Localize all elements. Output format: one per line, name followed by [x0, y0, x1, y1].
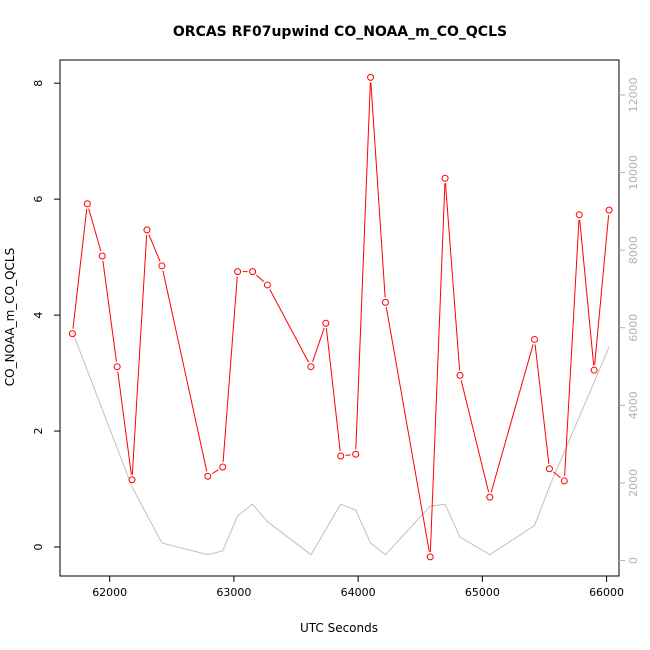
series-segment	[269, 289, 310, 363]
series-segment	[460, 380, 490, 493]
data-point	[219, 463, 227, 471]
series-segment	[148, 234, 161, 262]
data-point	[234, 268, 242, 276]
data-point	[352, 450, 360, 458]
data-point	[337, 452, 345, 460]
data-point	[590, 366, 598, 374]
plot-area	[59, 59, 620, 577]
data-point	[98, 252, 106, 260]
series-left-axis	[68, 73, 613, 561]
x-tick-label: 65000	[465, 586, 500, 599]
chart-title: ORCAS RF07upwind CO_NOAA_m_CO_QCLS	[173, 24, 507, 40]
plot-frame	[59, 59, 620, 577]
y2-tick-label: 12000	[627, 77, 640, 112]
data-point	[560, 477, 568, 485]
x-tick-label: 63000	[216, 586, 251, 599]
series-segment	[312, 327, 325, 363]
series-segment	[490, 344, 534, 493]
y2-tick-label: 0	[627, 557, 640, 564]
series-segment	[162, 270, 208, 472]
y-tick-label: 8	[32, 80, 45, 87]
x-tick-label: 62000	[92, 586, 127, 599]
series-segment	[552, 471, 561, 479]
data-point	[486, 493, 494, 501]
y2-tick-label: 10000	[627, 155, 640, 190]
series-segment	[579, 219, 595, 366]
series-segment	[355, 82, 371, 450]
series-segment	[211, 469, 219, 475]
data-point	[381, 298, 389, 306]
data-point	[441, 174, 449, 182]
series-segment	[385, 307, 430, 553]
series-segment	[564, 219, 580, 476]
y2-tick-label: 4000	[627, 391, 640, 419]
series-segment	[255, 274, 265, 282]
y-tick-label: 2	[32, 428, 45, 435]
data-point	[575, 211, 583, 219]
data-point	[322, 319, 330, 327]
y2-tick-label: 2000	[627, 469, 640, 497]
x-axis-label: UTC Seconds	[300, 621, 378, 635]
data-point	[531, 335, 539, 343]
series-segment	[594, 215, 610, 366]
y-axis-label: CO_NOAA_m_CO_QCLS	[3, 248, 17, 386]
series-segment	[429, 183, 446, 552]
x-axis: 62000 63000 64000 65000 66000	[92, 576, 624, 599]
data-point	[158, 262, 166, 270]
series-segment	[88, 208, 102, 252]
y-axis-right: 0 2000 4000 6000 8000 10000 12000	[619, 77, 640, 564]
data-point	[128, 476, 136, 484]
y-tick-label: 6	[32, 196, 45, 203]
x-tick-label: 66000	[589, 586, 624, 599]
series-segment	[222, 276, 238, 463]
data-point	[367, 73, 375, 81]
series-segment	[345, 454, 351, 456]
y-tick-label: 0	[32, 544, 45, 551]
series-segment	[117, 371, 132, 475]
data-point	[68, 330, 76, 338]
series-segment	[444, 183, 461, 371]
data-point	[143, 226, 151, 234]
series-segment	[534, 344, 550, 464]
data-point	[426, 553, 434, 561]
y-axis-left: 0 2 4 6 8	[32, 80, 60, 551]
data-point	[249, 268, 257, 276]
series-segment	[102, 260, 117, 362]
y2-tick-label: 6000	[627, 314, 640, 342]
data-point	[545, 465, 553, 473]
y2-tick-label: 8000	[627, 236, 640, 264]
series-segment	[131, 234, 148, 475]
x-tick-label: 64000	[341, 586, 376, 599]
data-point	[204, 472, 212, 480]
series-line	[71, 331, 610, 556]
y-tick-label: 4	[32, 312, 45, 319]
data-point	[263, 281, 271, 289]
series-segment	[370, 82, 386, 298]
series-right-axis	[71, 331, 610, 556]
data-point	[605, 206, 613, 214]
data-point	[83, 200, 91, 208]
series-segment	[72, 208, 88, 329]
data-point	[456, 371, 464, 379]
data-point	[113, 363, 121, 371]
series-segment	[325, 328, 341, 452]
data-point	[307, 363, 315, 371]
